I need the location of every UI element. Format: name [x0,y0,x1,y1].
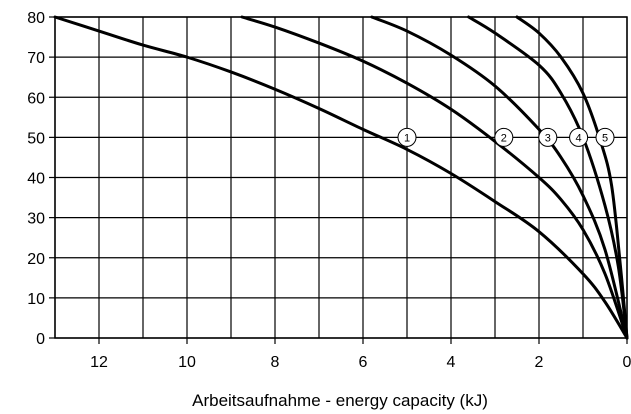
y-tick-label-70: 70 [27,50,45,67]
x-tick-label-10: 10 [178,354,196,371]
x-axis-title: Arbeitsaufnahme - energy capacity (kJ) [192,391,488,410]
x-tick-label-8: 8 [271,354,280,371]
y-tick-label-10: 10 [27,291,45,308]
y-tick-label-60: 60 [27,90,45,107]
x-tick-label-0: 0 [623,354,631,371]
curve-label-4: 4 [576,132,582,144]
curve-label-5: 5 [602,132,608,144]
y-tick-label-30: 30 [27,211,45,228]
y-tick-label-50: 50 [27,130,45,147]
curve-label-2: 2 [501,132,507,144]
x-tick-label-6: 6 [359,354,368,371]
y-tick-label-40: 40 [27,171,45,188]
x-tick-label-12: 12 [90,354,108,371]
y-tick-label-20: 20 [27,251,45,268]
curve-label-3: 3 [545,132,551,144]
y-tick-label-80: 80 [27,10,45,27]
x-tick-label-2: 2 [535,354,544,371]
x-tick-label-4: 4 [447,354,456,371]
curve-label-1: 1 [404,132,410,144]
y-tick-label-0: 0 [36,331,45,348]
